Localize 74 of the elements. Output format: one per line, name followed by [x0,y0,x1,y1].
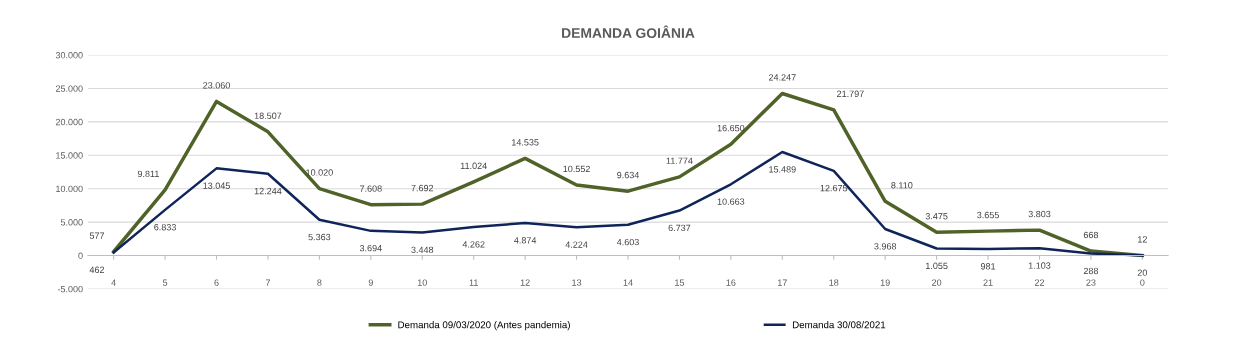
x-tick-label: 5 [162,279,168,286]
data-label: 12.244 [254,187,282,195]
x-tick-label: 20 [932,279,942,286]
data-label: 981 [980,263,996,270]
data-label: 3.448 [411,246,434,254]
data-label: 10.552 [563,165,590,173]
legend-label: Demanda 09/03/2020 (Antes pandemia) [398,321,570,331]
data-label: 15.489 [769,166,796,173]
x-tick-label: 19 [880,279,890,286]
x-tick-label: 17 [777,279,787,286]
data-label: 6.833 [154,224,176,231]
data-label: 24.247 [768,74,796,81]
x-tick-label: 16 [726,279,736,286]
data-label: 21.797 [837,90,864,97]
data-label: 3.968 [874,243,897,250]
data-label: 3.655 [977,211,999,219]
data-label: 3.475 [925,213,948,220]
y-tick-label: 20.000 [55,118,83,126]
data-label: 14.535 [512,139,539,146]
x-tick-label: 18 [829,279,839,286]
legend-label: Demanda 30/08/2021 [792,321,886,329]
data-label: 12 [1138,236,1147,243]
x-tick-label: 14 [623,279,633,286]
data-label: 9.811 [137,170,159,178]
x-tick-label: 15 [675,279,685,286]
data-label: 11.774 [666,157,693,164]
y-tick-label: 0 [78,252,83,259]
x-tick-label: 8 [317,279,322,286]
data-label: 16.650 [717,124,745,132]
data-label: 4.224 [565,241,588,248]
data-label: 7.608 [359,185,382,192]
data-label: 4.874 [514,237,537,244]
x-tick-label: 21 [983,279,993,286]
y-tick-label: 25.000 [55,85,83,92]
data-label: 8.110 [891,182,913,189]
x-tick-label: 4 [111,279,116,286]
x-tick-label: 22 [1034,279,1045,286]
data-label: 10.663 [717,198,745,205]
data-label: 4.603 [616,238,639,246]
data-label: 668 [1083,231,1099,239]
data-label: 1.055 [926,262,948,270]
data-label: 5.363 [308,233,331,241]
data-label: 20 [1137,269,1148,276]
data-label: 13.045 [203,182,230,189]
x-tick-label: 11 [469,279,478,286]
data-label: 577 [89,232,105,239]
data-label: 6.737 [668,224,691,232]
x-tick-label: 23 [1086,279,1096,286]
x-tick-label: 6 [214,279,219,286]
x-tick-label: 7 [265,279,270,286]
x-tick-label: 9 [368,279,373,286]
data-label: 3.803 [1028,210,1051,218]
data-label: 1.103 [1028,262,1051,269]
data-label: 4.262 [462,241,485,248]
y-tick-label: 10.000 [56,185,83,193]
data-label: 23.060 [203,82,230,89]
data-label: 18.507 [254,112,282,119]
data-label: 462 [89,266,105,273]
x-tick-label: 13 [572,279,582,286]
data-label: 7.692 [411,184,434,192]
x-tick-label: 10 [417,279,427,286]
y-tick-label: 30.000 [55,52,83,59]
data-label: 10.020 [306,169,333,176]
data-label: 12.675 [820,184,848,192]
data-label: 9.634 [617,171,640,179]
y-tick-label: -5.000 [57,285,83,293]
y-tick-label: 5.000 [60,219,83,226]
data-label: 288 [1083,267,1099,275]
y-tick-label: 15.000 [56,152,83,159]
data-label: 11.024 [460,162,487,169]
x-tick-label: 12 [520,279,530,286]
data-label: 3.694 [359,244,382,252]
x-tick-label: 0 [1140,279,1145,286]
chart-title: DEMANDA GOIÂNIA [562,25,695,38]
